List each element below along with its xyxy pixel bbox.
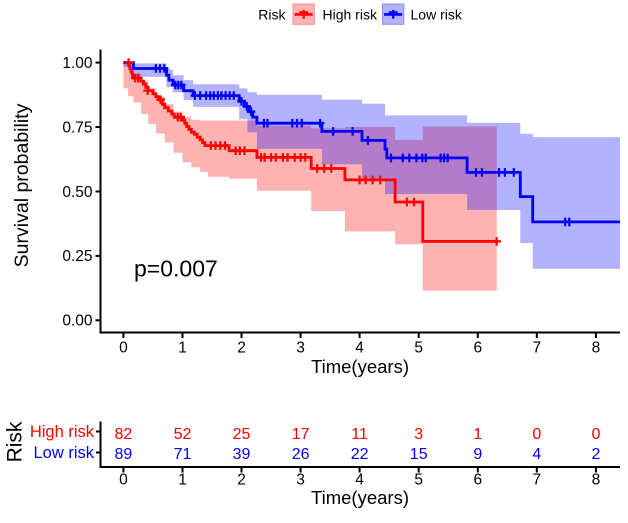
svg-text:25: 25 [233, 426, 251, 443]
svg-text:9: 9 [473, 446, 482, 463]
svg-text:0.25: 0.25 [62, 248, 92, 265]
svg-text:5: 5 [414, 340, 423, 357]
svg-text:0: 0 [119, 340, 128, 357]
svg-text:1: 1 [178, 340, 187, 357]
svg-text:26: 26 [292, 446, 310, 463]
svg-text:82: 82 [115, 426, 133, 443]
svg-text:0.00: 0.00 [62, 313, 93, 330]
svg-text:8: 8 [592, 340, 601, 357]
svg-text:1: 1 [178, 472, 187, 489]
svg-text:Low risk: Low risk [411, 7, 463, 23]
svg-text:0: 0 [591, 426, 600, 443]
svg-text:Risk: Risk [258, 7, 286, 23]
svg-text:Risk: Risk [4, 421, 27, 462]
svg-text:3: 3 [296, 340, 305, 357]
svg-text:p=0.007: p=0.007 [134, 256, 218, 282]
svg-text:52: 52 [174, 426, 192, 443]
svg-text:2: 2 [591, 446, 600, 463]
svg-text:5: 5 [414, 472, 423, 489]
svg-text:4: 4 [355, 472, 364, 489]
svg-text:6: 6 [473, 340, 482, 357]
svg-text:2: 2 [237, 472, 246, 489]
svg-text:0: 0 [119, 472, 128, 489]
svg-text:Low risk: Low risk [33, 444, 94, 462]
svg-text:Time(years): Time(years) [311, 356, 409, 377]
svg-text:22: 22 [351, 446, 369, 463]
svg-text:High risk: High risk [323, 7, 378, 23]
svg-text:3: 3 [296, 472, 305, 489]
svg-text:6: 6 [473, 472, 482, 489]
svg-text:4: 4 [532, 446, 541, 463]
svg-text:39: 39 [233, 446, 251, 463]
svg-text:0.75: 0.75 [62, 119, 92, 136]
svg-text:1: 1 [473, 426, 482, 443]
svg-text:17: 17 [292, 426, 310, 443]
svg-text:0: 0 [532, 426, 541, 443]
svg-text:4: 4 [355, 340, 364, 357]
svg-text:7: 7 [532, 340, 541, 357]
svg-text:2: 2 [237, 340, 246, 357]
svg-text:0.50: 0.50 [62, 184, 93, 201]
svg-text:11: 11 [351, 426, 368, 443]
svg-text:Time(years): Time(years) [311, 487, 409, 508]
svg-text:15: 15 [410, 446, 428, 463]
svg-text:Survival probability: Survival probability [11, 103, 33, 267]
svg-text:71: 71 [174, 446, 192, 463]
svg-text:High risk: High risk [30, 423, 95, 441]
svg-text:7: 7 [532, 472, 541, 489]
svg-text:8: 8 [592, 472, 601, 489]
svg-text:1.00: 1.00 [62, 55, 93, 72]
svg-text:3: 3 [414, 426, 423, 443]
svg-text:89: 89 [115, 446, 133, 463]
